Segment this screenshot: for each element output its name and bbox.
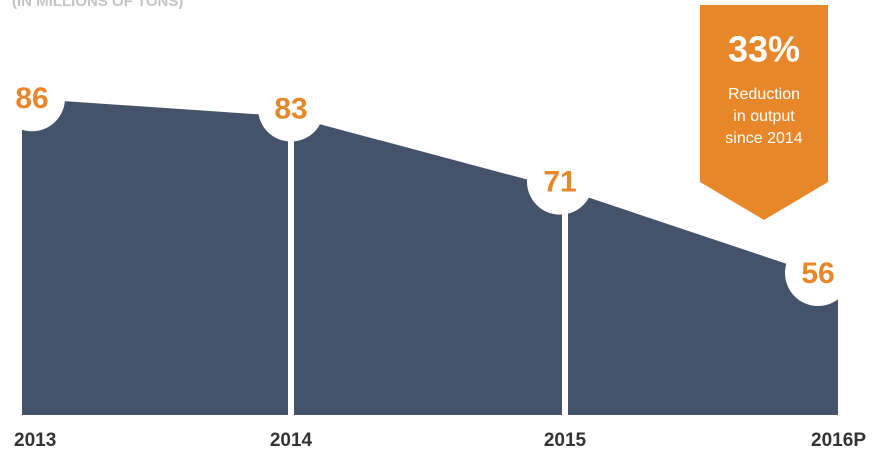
- callout-text: Reduction: [728, 86, 800, 103]
- value-label: 83: [274, 92, 307, 125]
- x-tick-label: 2013: [14, 430, 56, 451]
- area: [22, 98, 838, 415]
- chart-subtitle: (IN MILLIONS OF TONS): [12, 0, 183, 10]
- x-tick-label: 2014: [270, 430, 313, 451]
- x-tick-label: 2016P: [811, 430, 866, 451]
- x-tick-label: 2015: [544, 430, 587, 451]
- value-label: 56: [801, 257, 834, 290]
- callout-text: since 2014: [725, 130, 802, 147]
- label-badge: [527, 148, 593, 215]
- value-label: 71: [543, 166, 576, 199]
- value-label: 86: [15, 82, 48, 115]
- callout-arrow: [700, 5, 828, 220]
- label-badge: [785, 240, 851, 306]
- callout-text: in output: [733, 108, 795, 125]
- label-badge: [0, 65, 65, 132]
- label-badge: [258, 75, 324, 142]
- callout-value: 33%: [728, 29, 800, 70]
